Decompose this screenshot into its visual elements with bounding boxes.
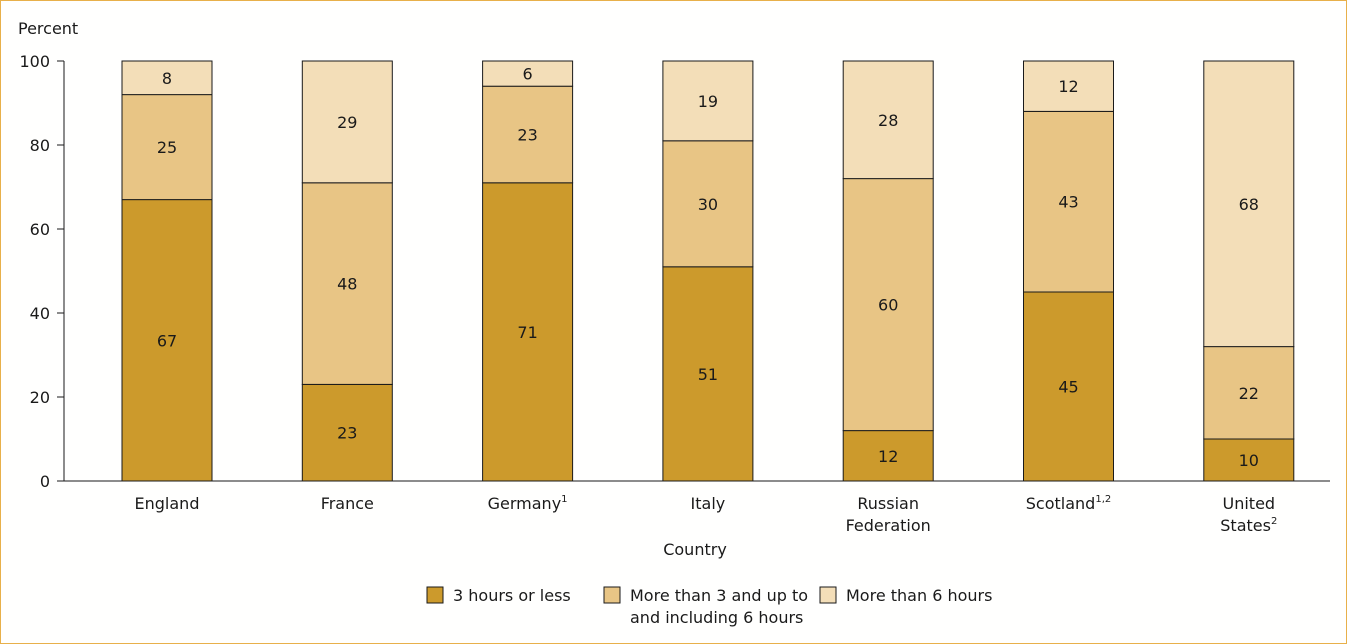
data-label: 22 [1239,384,1259,403]
bar-segment [662,266,754,482]
y-tick-label: 100 [19,52,50,71]
data-label: 67 [157,331,177,350]
data-label: 43 [1058,193,1078,212]
legend-item: More than 6 hours [819,586,992,605]
legend-item: More than 3 and up to and including 6 hou… [603,586,808,627]
data-label: 51 [698,365,718,384]
bar-segment [121,199,213,482]
data-label: 71 [517,323,537,342]
footnote-marker: 2 [1271,516,1277,527]
bar-segment [662,140,754,268]
data-label: 23 [517,126,537,145]
y-tick-label: 20 [30,388,50,407]
x-tick-label: Germany1 [488,494,568,513]
bar-stack: 10 22 68 [1203,60,1295,482]
x-tick-label: Russian [857,494,919,513]
legend-swatch [819,586,837,604]
bar-segment [301,383,393,482]
data-label: 29 [337,113,357,132]
y-tick-label: 60 [30,220,50,239]
bars: 67 25 8 23 48 29 71 23 6 51 30 19 12 60 28 45 43 12 10 22 68 [121,60,1295,482]
data-label: 10 [1239,451,1259,470]
bar-segment [842,60,934,180]
bar-segment [121,60,213,96]
data-label: 60 [878,296,898,315]
x-tick-label: States2 [1220,516,1277,535]
category-labels: England France Germany1 Italy Russian Federat… [135,494,1278,535]
data-label: 45 [1058,378,1078,397]
legend-label: More than 3 and up to [630,586,808,605]
bar-stack: 12 60 28 [842,60,934,482]
x-tick-label: Italy [691,494,726,513]
x-tick-label: United [1223,494,1276,513]
legend-swatch [426,586,444,604]
footnote-marker: 1,2 [1095,494,1111,505]
legend-label: 3 hours or less [453,586,571,605]
data-label: 12 [1058,77,1078,96]
bar-segment [482,182,574,482]
legend-label: More than 6 hours [846,586,992,605]
x-tick-label: England [135,494,200,513]
footnote-marker: 1 [561,494,567,505]
bar-segment [1203,438,1295,482]
x-tick-label: Federation [846,516,931,535]
data-label: 23 [337,424,357,443]
y-axis: 0 20 40 60 80 100 [19,52,65,491]
bar-segment [842,178,934,432]
bar-stack: 23 48 29 [301,60,393,482]
y-axis-title: Percent [18,19,78,38]
data-label: 25 [157,138,177,157]
data-label: 30 [698,195,718,214]
bar-segment [1203,60,1295,348]
y-tick-label: 40 [30,304,50,323]
legend-item: 3 hours or less [426,586,571,605]
y-tick-label: 0 [40,472,50,491]
data-label: 48 [337,275,357,294]
bar-segment [1023,110,1114,293]
data-label: 8 [162,69,172,88]
bar-segment [1203,346,1295,440]
bar-stack: 45 43 12 [1023,60,1114,482]
bar-stack: 67 25 8 [121,60,213,482]
data-label: 6 [523,65,533,84]
legend-swatch [603,586,621,604]
bar-segment [482,60,574,87]
bar-segment [662,60,754,142]
data-label: 12 [878,447,898,466]
x-axis-title: Country [663,540,727,559]
bar-segment [482,85,574,184]
legend-label: and including 6 hours [630,608,803,627]
bar-segment [1023,291,1114,482]
bar-segment [121,94,213,201]
bar-segment [1023,60,1114,112]
legend: 3 hours or less More than 3 and up to and … [426,586,992,627]
bar-stack: 51 30 19 [662,60,754,482]
data-label: 28 [878,111,898,130]
x-tick-label: France [321,494,374,513]
bar-stack: 71 23 6 [482,60,574,482]
bar-segment [301,182,393,385]
y-tick-label: 80 [30,136,50,155]
data-label: 19 [698,92,718,111]
bar-segment [301,60,393,184]
x-tick-label: Scotland1,2 [1026,494,1111,513]
data-label: 68 [1239,195,1259,214]
